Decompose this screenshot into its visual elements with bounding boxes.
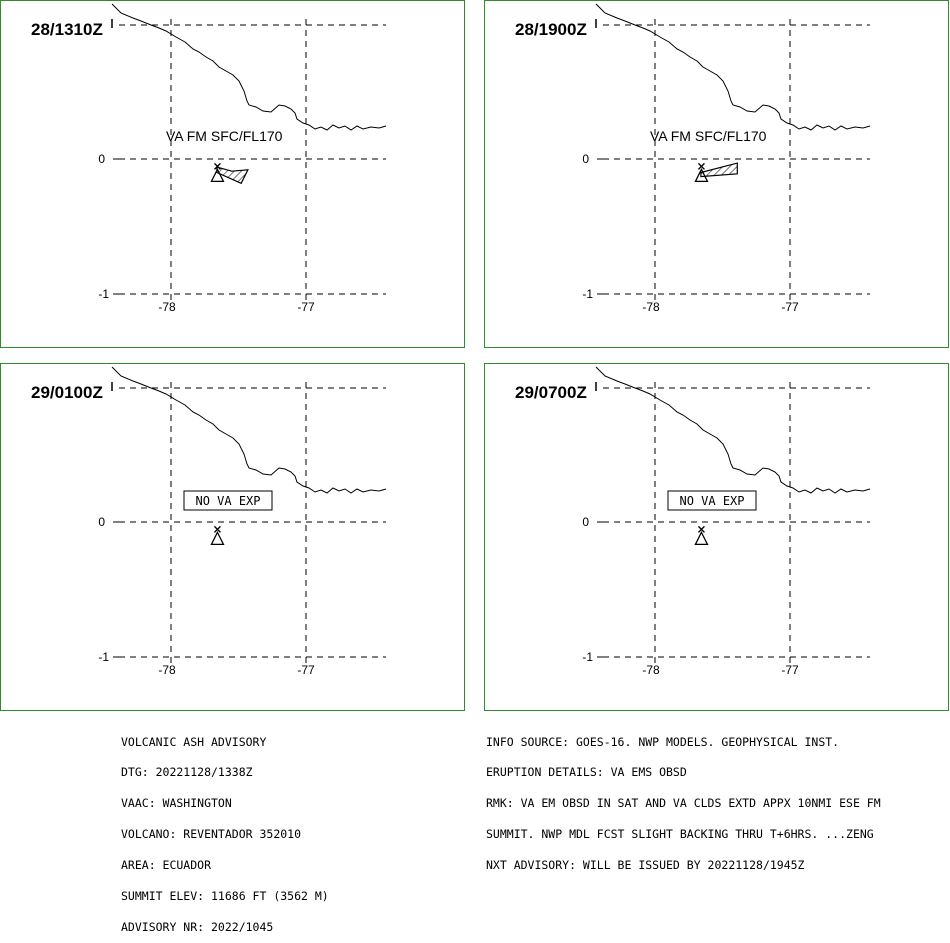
lon-tick-label: -78 bbox=[642, 300, 660, 314]
advisory-line: VOLCANIC ASH ADVISORY bbox=[121, 734, 267, 749]
forecast-time-label: 28/1310Z bbox=[31, 20, 103, 39]
lat-tick-label: -1 bbox=[582, 650, 593, 664]
map-panel-4: 0 -1 -78 -77 29/0700Z NO VA EXP bbox=[484, 363, 949, 711]
forecast-time-label: 29/0100Z bbox=[31, 383, 103, 402]
map-3: 0 -1 -78 -77 29/0100Z NO VA EXP bbox=[31, 366, 387, 677]
lat-tick-label: 0 bbox=[98, 152, 105, 166]
advisory-line: RMK: VA EM OBSD IN SAT AND VA CLDS EXTD … bbox=[486, 796, 881, 811]
map-4: 0 -1 -78 -77 29/0700Z NO VA EXP bbox=[515, 366, 871, 677]
lat-tick-label: 0 bbox=[582, 515, 589, 529]
no-ash-label: NO VA EXP bbox=[679, 494, 744, 508]
coastline bbox=[595, 366, 871, 494]
ash-cloud-polygon bbox=[700, 162, 738, 178]
coastline bbox=[111, 366, 387, 494]
no-ash-box bbox=[667, 490, 757, 511]
no-ash-box bbox=[183, 490, 273, 511]
advisory-line: ADVISORY NR: 2022/1045 bbox=[121, 919, 274, 934]
advisory-header-text: VOLCANIC ASH ADVISORY DTG: 20221128/1338… bbox=[121, 716, 329, 943]
map-panel-1: 0 -1 -78 -77 28/1310Z VA FM SFC/FL170 bbox=[0, 0, 465, 348]
lat-tick-label: 0 bbox=[582, 152, 589, 166]
forecast-time-label: 29/0700Z bbox=[515, 383, 587, 402]
volcano-icon bbox=[210, 162, 225, 183]
ash-height-label: VA FM SFC/FL170 bbox=[650, 128, 767, 144]
forecast-time-label: 28/1900Z bbox=[515, 20, 587, 39]
map-panel-3: 0 -1 -78 -77 29/0100Z NO VA EXP bbox=[0, 363, 465, 711]
advisory-line: AREA: ECUADOR bbox=[121, 858, 212, 873]
advisory-line: SUMMIT. NWP MDL FCST SLIGHT BACKING THRU… bbox=[486, 827, 874, 842]
advisory-line: ERUPTION DETAILS: VA EMS OBSD bbox=[486, 765, 687, 780]
advisory-line: INFO SOURCE: GOES-16. NWP MODELS. GEOPHY… bbox=[486, 734, 840, 749]
volcano-icon bbox=[694, 525, 709, 546]
lon-tick-label: -77 bbox=[297, 663, 315, 677]
map-2: 0 -1 -78 -77 28/1900Z VA FM SFC/FL170 bbox=[515, 3, 871, 314]
advisory-line: SUMMIT ELEV: 11686 FT (3562 M) bbox=[121, 889, 329, 904]
lat-tick-label: -1 bbox=[98, 650, 109, 664]
advisory-line: VAAC: WASHINGTON bbox=[121, 796, 232, 811]
lon-tick-label: -77 bbox=[297, 300, 315, 314]
lon-tick-label: -77 bbox=[781, 663, 799, 677]
volcano-icon bbox=[210, 525, 225, 546]
advisory-line: VOLCANO: REVENTADOR 352010 bbox=[121, 827, 302, 842]
lon-tick-label: -78 bbox=[158, 300, 176, 314]
advisory-remarks-text: INFO SOURCE: GOES-16. NWP MODELS. GEOPHY… bbox=[486, 716, 881, 881]
volcano-icon bbox=[694, 162, 709, 183]
advisory-line: NXT ADVISORY: WILL BE ISSUED BY 20221128… bbox=[486, 858, 805, 873]
lon-tick-label: -77 bbox=[781, 300, 799, 314]
lon-tick-label: -78 bbox=[642, 663, 660, 677]
lat-tick-label: -1 bbox=[98, 287, 109, 301]
lat-tick-label: 0 bbox=[98, 515, 105, 529]
no-ash-label: NO VA EXP bbox=[195, 494, 260, 508]
ash-height-label: VA FM SFC/FL170 bbox=[166, 128, 283, 144]
map-panel-2: 0 -1 -78 -77 28/1900Z VA FM SFC/FL170 bbox=[484, 0, 949, 348]
lat-tick-label: -1 bbox=[582, 287, 593, 301]
lon-tick-label: -78 bbox=[158, 663, 176, 677]
advisory-line: DTG: 20221128/1338Z bbox=[121, 765, 253, 780]
map-1: 0 -1 -78 -77 28/1310Z VA FM SFC/FL170 bbox=[31, 3, 387, 314]
coastline bbox=[111, 3, 387, 131]
coastline bbox=[595, 3, 871, 131]
